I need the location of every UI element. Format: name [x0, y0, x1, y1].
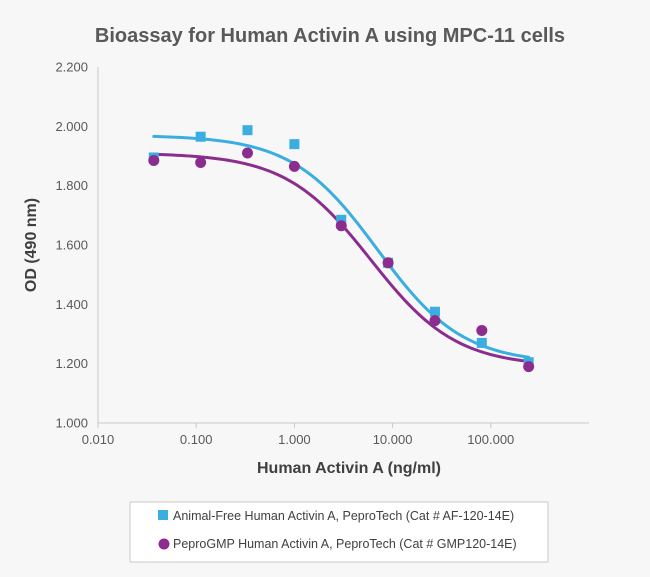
- legend-label-series-1: Animal-Free Human Activin A, PeproTech (…: [173, 509, 514, 523]
- y-tick-label: 1.800: [55, 178, 88, 193]
- fit-curve-series-2: [152, 152, 531, 363]
- legend-box: [129, 501, 549, 563]
- y-tick-label: 2.200: [55, 60, 88, 75]
- data-point-series-1: [476, 337, 487, 348]
- fit-curves: [152, 134, 531, 363]
- x-axis-label: Human Activin A (ng/ml): [257, 460, 441, 477]
- data-point-series-2: [195, 157, 207, 169]
- y-tick-label: 1.400: [55, 297, 88, 312]
- x-tick-label: 1.000: [278, 432, 311, 447]
- data-point-series-2: [476, 324, 488, 336]
- data-point-series-2: [242, 147, 254, 159]
- x-tick-marks: [97, 423, 492, 428]
- y-axis-label: OD (490 nm): [23, 198, 40, 292]
- data-point-series-2: [382, 257, 394, 269]
- fit-curve-series-1: [152, 134, 531, 359]
- data-point-series-1: [242, 125, 253, 136]
- x-tick-label: 0.010: [82, 432, 115, 447]
- data-point-series-1: [195, 131, 206, 142]
- data-point-series-2: [148, 154, 160, 166]
- data-points: [148, 125, 535, 373]
- legend-label-series-2: PeproGMP Human Activin A, PeproTech (Cat…: [173, 537, 517, 551]
- legend: Animal-Free Human Activin A, PeproTech (…: [129, 501, 549, 563]
- data-point-series-1: [429, 306, 440, 317]
- legend-marker-circle: [158, 538, 170, 550]
- plot-area: 1.000 1.200 1.400 1.600 1.800 2.000 2.200 0.01…: [55, 60, 589, 447]
- data-point-series-2: [288, 160, 300, 172]
- x-tick-labels: 0.010 0.100 1.000 10.000 100.000: [82, 432, 515, 447]
- y-tick-label: 1.000: [55, 416, 88, 431]
- y-tick-label: 1.200: [55, 356, 88, 371]
- y-tick-labels: 1.000 1.200 1.400 1.600 1.800 2.000 2.200: [55, 60, 88, 431]
- data-point-series-2: [523, 361, 535, 373]
- y-tick-label: 2.000: [55, 119, 88, 134]
- legend-marker-square: [158, 510, 168, 520]
- data-point-series-1: [289, 139, 300, 150]
- x-tick-label: 10.000: [373, 432, 413, 447]
- x-tick-label: 0.100: [180, 432, 213, 447]
- data-point-series-2: [429, 315, 441, 327]
- chart-title: Bioassay for Human Activin A using MPC-1…: [95, 25, 565, 47]
- data-point-series-1: [336, 214, 347, 225]
- x-tick-label: 100.000: [467, 432, 514, 447]
- data-point-series-2: [335, 220, 347, 232]
- y-tick-label: 1.600: [55, 238, 88, 253]
